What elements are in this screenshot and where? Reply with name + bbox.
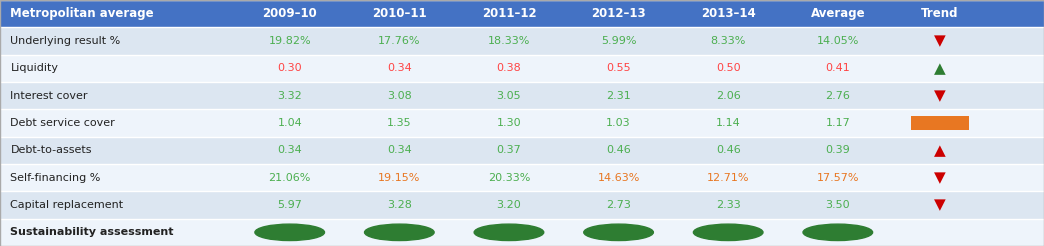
Text: 0.39: 0.39 xyxy=(826,145,850,155)
Text: 1.17: 1.17 xyxy=(826,118,850,128)
Bar xyxy=(0,27,1044,55)
Text: 21.06%: 21.06% xyxy=(268,173,311,183)
Bar xyxy=(0,0,1044,27)
Circle shape xyxy=(803,224,873,241)
Text: 3.08: 3.08 xyxy=(387,91,411,101)
Text: 1.04: 1.04 xyxy=(278,118,302,128)
Text: 3.32: 3.32 xyxy=(278,91,302,101)
Text: 19.82%: 19.82% xyxy=(268,36,311,46)
Text: 0.46: 0.46 xyxy=(607,145,631,155)
Text: Average: Average xyxy=(810,7,865,20)
Text: 3.05: 3.05 xyxy=(497,91,521,101)
Text: 0.55: 0.55 xyxy=(607,63,631,73)
Circle shape xyxy=(693,224,763,241)
Text: 0.34: 0.34 xyxy=(387,145,411,155)
Text: ▼: ▼ xyxy=(933,88,946,103)
Circle shape xyxy=(584,224,654,241)
Text: ▼: ▼ xyxy=(933,198,946,213)
Text: 17.57%: 17.57% xyxy=(816,173,859,183)
Text: 0.41: 0.41 xyxy=(826,63,850,73)
Bar xyxy=(0,219,1044,246)
Text: Liquidity: Liquidity xyxy=(10,63,58,73)
Text: 2009–10: 2009–10 xyxy=(262,7,317,20)
Text: 3.28: 3.28 xyxy=(387,200,411,210)
Text: Sustainability assessment: Sustainability assessment xyxy=(10,227,174,237)
Text: 14.63%: 14.63% xyxy=(597,173,640,183)
Text: 14.05%: 14.05% xyxy=(816,36,859,46)
Text: 1.35: 1.35 xyxy=(387,118,411,128)
Bar xyxy=(0,55,1044,82)
Text: ▼: ▼ xyxy=(933,170,946,185)
Text: 2.76: 2.76 xyxy=(826,91,850,101)
Circle shape xyxy=(474,224,544,241)
Circle shape xyxy=(255,224,325,241)
Text: Interest cover: Interest cover xyxy=(10,91,88,101)
Text: 18.33%: 18.33% xyxy=(488,36,530,46)
Text: Trend: Trend xyxy=(921,7,958,20)
Text: 2013–14: 2013–14 xyxy=(701,7,756,20)
Text: 19.15%: 19.15% xyxy=(378,173,421,183)
Text: 20.33%: 20.33% xyxy=(488,173,530,183)
Text: 0.34: 0.34 xyxy=(278,145,302,155)
Text: ▼: ▼ xyxy=(933,33,946,48)
Circle shape xyxy=(364,224,434,241)
Text: 0.30: 0.30 xyxy=(278,63,302,73)
Text: 0.37: 0.37 xyxy=(497,145,521,155)
Text: Debt service cover: Debt service cover xyxy=(10,118,115,128)
Bar xyxy=(0,109,1044,137)
Text: 2.06: 2.06 xyxy=(716,91,740,101)
Bar xyxy=(0,82,1044,109)
Bar xyxy=(0,137,1044,164)
Text: Debt-to-assets: Debt-to-assets xyxy=(10,145,92,155)
Text: 2010–11: 2010–11 xyxy=(372,7,427,20)
Text: 12.71%: 12.71% xyxy=(707,173,750,183)
Bar xyxy=(910,116,969,130)
Text: 2012–13: 2012–13 xyxy=(591,7,646,20)
Text: 2.73: 2.73 xyxy=(607,200,631,210)
Bar xyxy=(0,164,1044,191)
Text: 0.46: 0.46 xyxy=(716,145,740,155)
Text: 1.30: 1.30 xyxy=(497,118,521,128)
Text: 8.33%: 8.33% xyxy=(711,36,745,46)
Text: Underlying result %: Underlying result % xyxy=(10,36,121,46)
Text: ▲: ▲ xyxy=(933,61,946,76)
Text: 5.97: 5.97 xyxy=(278,200,302,210)
Text: 17.76%: 17.76% xyxy=(378,36,421,46)
Text: Capital replacement: Capital replacement xyxy=(10,200,123,210)
Text: 2.31: 2.31 xyxy=(607,91,631,101)
Text: 0.34: 0.34 xyxy=(387,63,411,73)
Text: 2.33: 2.33 xyxy=(716,200,740,210)
Text: 3.50: 3.50 xyxy=(826,200,850,210)
Text: 1.03: 1.03 xyxy=(607,118,631,128)
Text: 2011–12: 2011–12 xyxy=(481,7,537,20)
Bar xyxy=(0,191,1044,219)
Text: 3.20: 3.20 xyxy=(497,200,521,210)
Text: Self-financing %: Self-financing % xyxy=(10,173,101,183)
Text: Metropolitan average: Metropolitan average xyxy=(10,7,155,20)
Text: 0.50: 0.50 xyxy=(716,63,740,73)
Text: 0.38: 0.38 xyxy=(497,63,521,73)
Text: 1.14: 1.14 xyxy=(716,118,740,128)
Text: 5.99%: 5.99% xyxy=(600,36,637,46)
Text: ▲: ▲ xyxy=(933,143,946,158)
